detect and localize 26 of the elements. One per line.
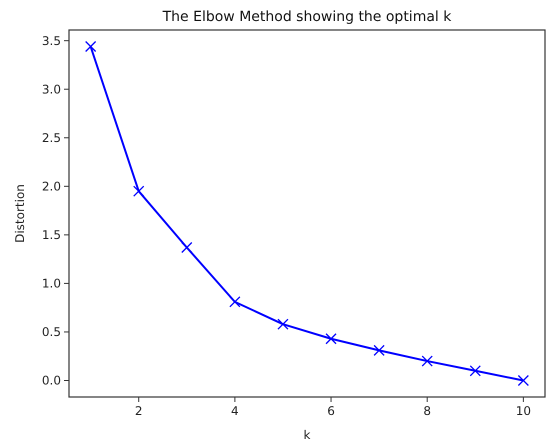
- x-tick-label: 2: [134, 404, 143, 418]
- y-axis-title: Distortion: [13, 184, 27, 243]
- y-tick-label: 2.5: [42, 130, 61, 145]
- y-tick-label: 3.0: [42, 82, 61, 96]
- point: [470, 365, 481, 376]
- point: [373, 344, 385, 356]
- x-tick-label: 10: [516, 404, 532, 418]
- x-tick-label: 4: [231, 404, 239, 418]
- point: [422, 355, 433, 367]
- point: [325, 333, 337, 344]
- y-tick-label: 1.5: [42, 228, 61, 242]
- y-tick-label: 0.0: [42, 374, 61, 388]
- point: [84, 40, 96, 52]
- point: [229, 296, 241, 308]
- point: [518, 374, 530, 386]
- chart-title: The Elbow Method showing the optimal k: [162, 9, 452, 25]
- y-tick-label: 3.5: [42, 34, 61, 48]
- x-axis-title: k: [304, 428, 311, 442]
- point: [277, 318, 289, 330]
- x-tick-label: 6: [327, 404, 335, 418]
- y-tick-label: 0.5: [42, 325, 61, 340]
- y-tick-label: 1.0: [42, 276, 61, 291]
- point: [181, 242, 192, 254]
- x-tick-label: 8: [423, 404, 432, 418]
- point: [133, 186, 144, 197]
- y-tick-label: 2.0: [42, 180, 61, 194]
